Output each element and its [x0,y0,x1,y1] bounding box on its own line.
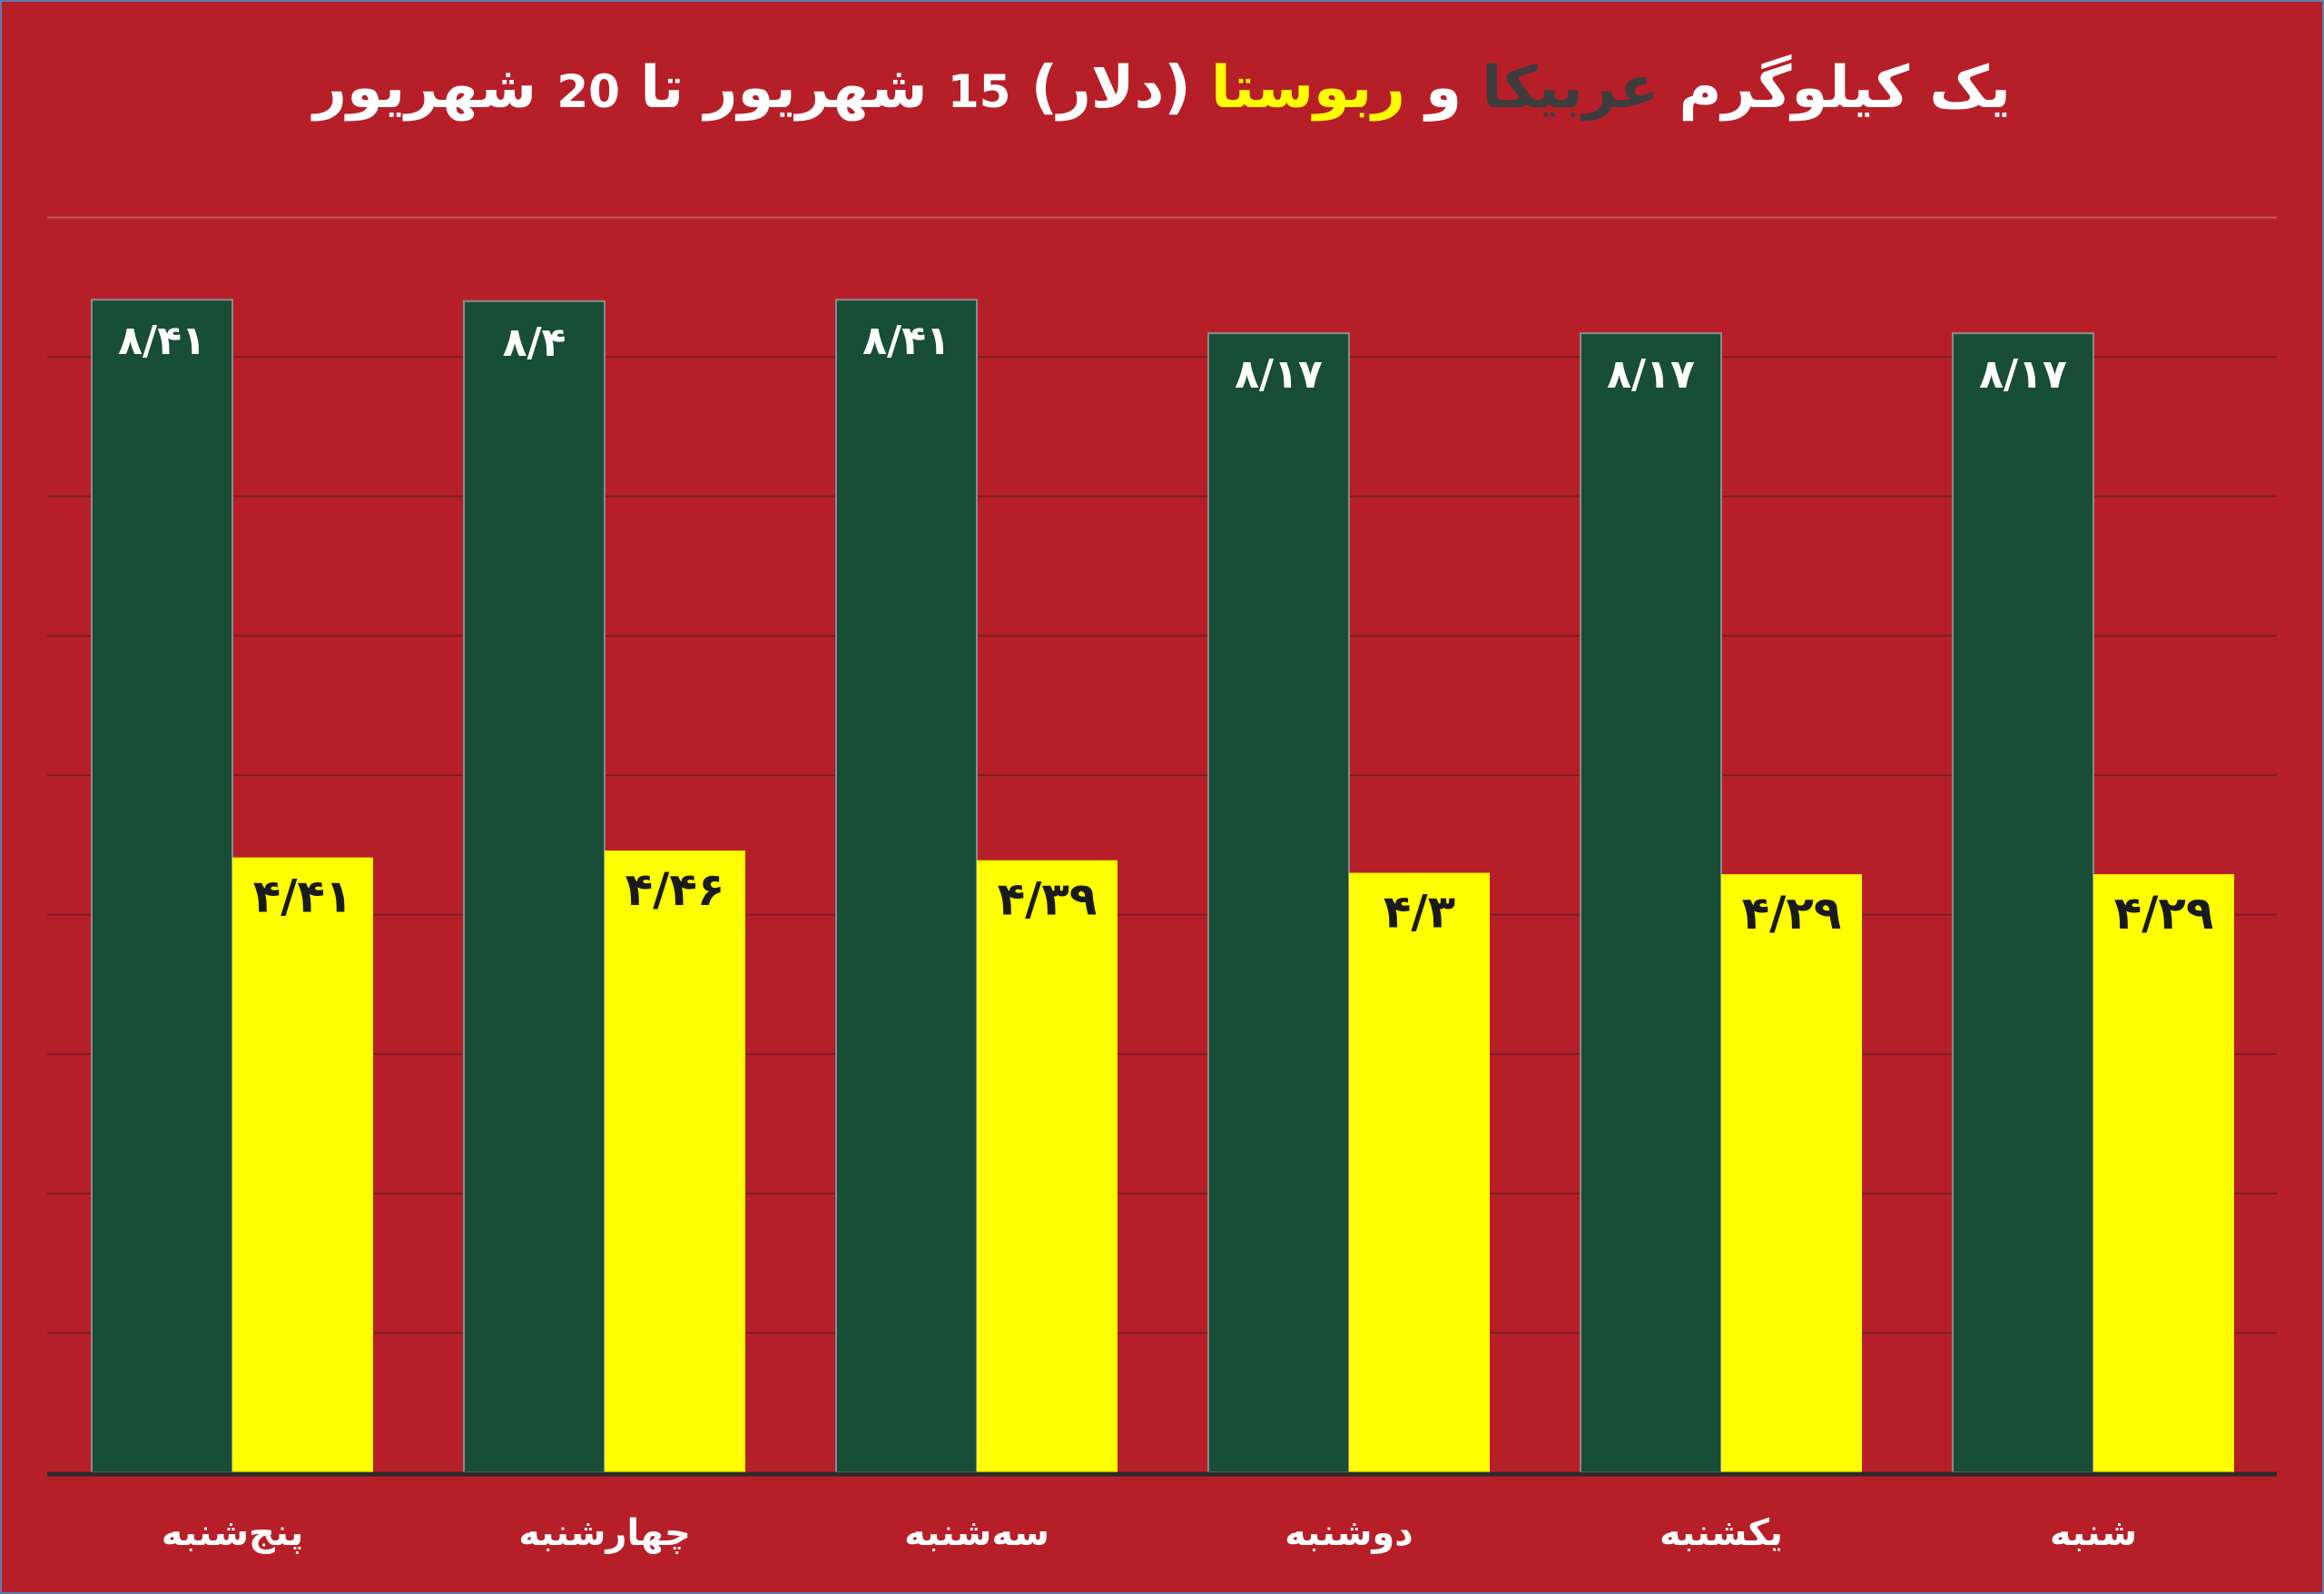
category-label: دوشنبه [1285,1512,1413,1554]
title-to-month: شهریور [313,54,537,122]
title-from-month: شهریور [704,54,928,122]
data-label-robusta: ۴/۴۱ [253,871,353,923]
category-label: سه‌شنبه [904,1512,1049,1554]
bar-arabica [1207,332,1350,1473]
title-to: تا [640,54,684,122]
bar-arabica [463,300,606,1473]
bar-arabica [91,299,233,1473]
title-arabica: عربیکا [1482,54,1659,122]
category-label: چهارشنبه [518,1512,691,1554]
title-part1: یک کیلوگرم [1679,54,2011,122]
data-label-robusta: ۴/۳۹ [998,873,1098,926]
bar-arabica [835,299,978,1473]
data-label-arabica: ۸/۱۷ [1979,351,2067,398]
title-open-paren: ( [1164,54,1191,122]
category-label: یکشنبه [1659,1512,1783,1554]
title-dollar: دلار [1058,54,1165,122]
chart-title: یک کیلوگرم عربیکا و ربوستا (دلار) 15 شهر… [0,54,2324,122]
bar-robusta [232,857,373,1472]
bar-robusta [605,850,745,1472]
bar-arabica [1580,332,1722,1473]
title-close-paren: ) [1030,54,1058,122]
value-labels: ۸/۴۱ ۴/۴۱ ۸/۴ ۴/۴۶ ۸/۴۱ ۴/۳۹ ۸/۱۷ ۴/۳ ۸/۱۷ ۴/۲۹ ۸/… [118,318,2213,940]
data-label-arabica: ۸/۴۱ [118,318,206,364]
title-from-num: 15 [947,65,1011,118]
data-label-robusta: ۴/۲۹ [2114,887,2214,940]
category-labels: پنج‌شنبه چهارشنبه سه‌شنبه دوشنبه یکشنبه شنبه [162,1512,2137,1554]
bar-robusta [1721,874,1862,1472]
category-label: پنج‌شنبه [162,1512,303,1554]
title-to-num: 20 [556,65,620,118]
data-label-arabica: ۸/۴ [503,320,566,366]
gridlines [47,216,2277,1334]
data-label-arabica: ۸/۴۱ [862,318,950,364]
data-label-robusta: ۴/۳ [1384,886,1455,939]
title-robusta: ربوستا [1210,54,1405,122]
bar-arabica [1952,332,2094,1473]
title-and: و [1425,54,1462,122]
category-label: شنبه [2050,1512,2137,1554]
bars [91,299,2234,1473]
bar-robusta [1349,872,1490,1472]
data-label-arabica: ۸/۱۷ [1235,351,1323,398]
data-label-robusta: ۴/۲۹ [1742,887,1842,940]
bar-robusta [2093,874,2234,1472]
bar-robusta [977,860,1118,1472]
data-label-arabica: ۸/۱۷ [1607,351,1695,398]
data-label-robusta: ۴/۴۶ [625,863,725,916]
